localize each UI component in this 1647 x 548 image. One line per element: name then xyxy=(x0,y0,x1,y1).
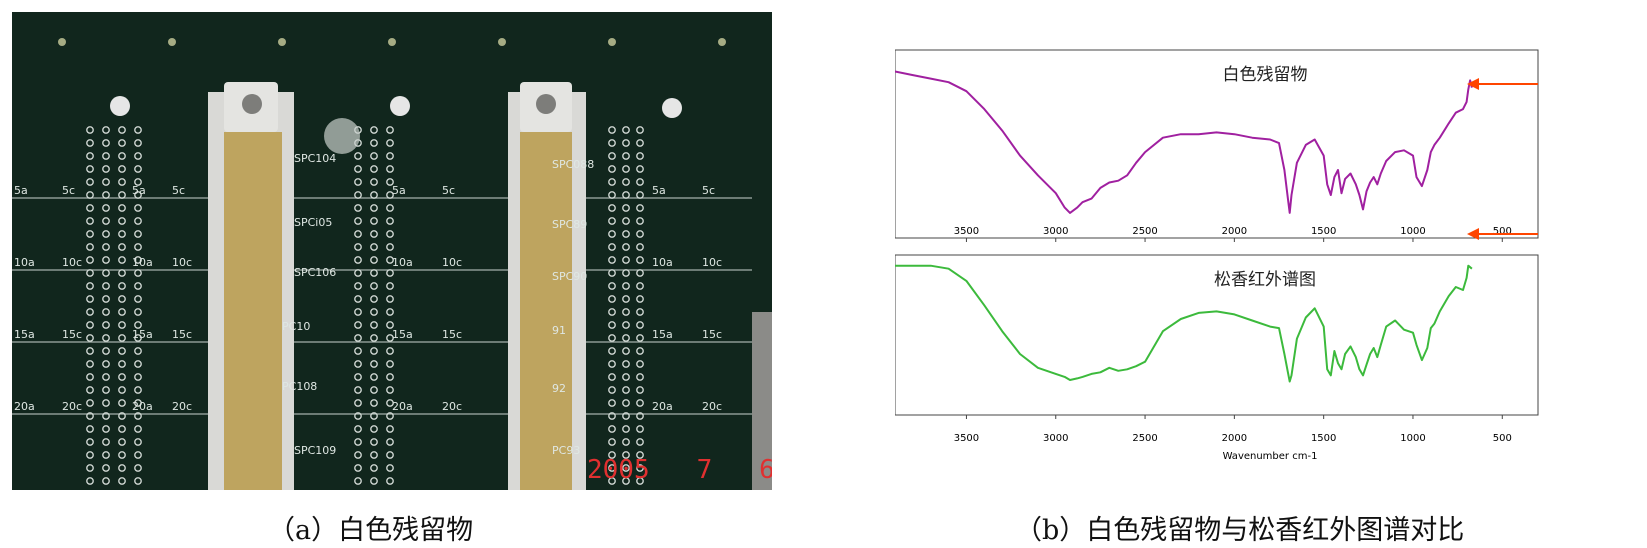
pcb-photo: 5a 5c 5a 5c 5a 5c 5a 5c 10a 10c 10a 10c 10a 10c 10a 10c… xyxy=(12,12,772,490)
row-label: 5c xyxy=(172,184,185,197)
x-tick-label: 1500 xyxy=(1311,433,1336,444)
row-label: 10c xyxy=(172,256,192,269)
x-tick-label: 1500 xyxy=(1311,226,1336,237)
via xyxy=(278,38,286,46)
caption-a: （a）白色残留物 xyxy=(268,508,473,547)
row-label: 15a xyxy=(14,328,35,341)
row-label: 15c xyxy=(62,328,82,341)
row-label: 5a xyxy=(132,184,146,197)
via xyxy=(608,38,616,46)
x-tick-label: 3000 xyxy=(1043,433,1068,444)
x-tick-label: 2000 xyxy=(1222,433,1247,444)
row-label: 15a xyxy=(652,328,673,341)
silkscreen-label: SPCi05 xyxy=(294,216,332,229)
row-label: 10c xyxy=(702,256,722,269)
x-tick-label: 500 xyxy=(1493,433,1512,444)
residue-spot xyxy=(110,96,130,116)
x-tick-label: 2000 xyxy=(1222,226,1247,237)
connector-right-hole xyxy=(536,94,556,114)
x-axis-label: Wavenumber cm-1 xyxy=(1223,451,1318,462)
row-label: 15a xyxy=(132,328,153,341)
row-label: 10a xyxy=(132,256,153,269)
row-label: 20c xyxy=(62,400,82,413)
row-label: 15a xyxy=(392,328,413,341)
caption-b: （b）白色残留物与松香红外图谱对比 xyxy=(1015,508,1464,547)
row-label: 5c xyxy=(62,184,75,197)
x-tick-label: 1000 xyxy=(1400,433,1425,444)
via xyxy=(498,38,506,46)
silkscreen-label: SPC104 xyxy=(294,152,336,165)
silkscreen-label: PC10 xyxy=(282,320,310,333)
residue-spot xyxy=(390,96,410,116)
row-label: 5a xyxy=(392,184,406,197)
row-label: 5a xyxy=(652,184,666,197)
spectrum-title-2: 松香红外谱图 xyxy=(1214,270,1316,290)
plot-frame-1 xyxy=(895,50,1538,238)
connector-left-hole xyxy=(242,94,262,114)
row-label: 20a xyxy=(132,400,153,413)
spectrum-line-2 xyxy=(895,266,1472,382)
x-tick-label: 3500 xyxy=(954,226,979,237)
row-label: 10a xyxy=(652,256,673,269)
row-label: 15c xyxy=(172,328,192,341)
row-label: 20c xyxy=(442,400,462,413)
row-label: 5a xyxy=(14,184,28,197)
pcb-photo-svg: 5a 5c 5a 5c 5a 5c 5a 5c 10a 10c 10a 10c 10a 10c 10a 10c… xyxy=(12,12,772,490)
via xyxy=(718,38,726,46)
x-tick-label: 2500 xyxy=(1132,433,1157,444)
silkscreen-label: SPC90 xyxy=(552,270,587,283)
via xyxy=(58,38,66,46)
via xyxy=(168,38,176,46)
x-tick-label: 1000 xyxy=(1400,226,1425,237)
spectrum-line-1 xyxy=(895,72,1472,213)
row-label: 10c xyxy=(62,256,82,269)
row-label: 10a xyxy=(392,256,413,269)
row-label: 20a xyxy=(652,400,673,413)
residue-spot xyxy=(662,98,682,118)
row-label: 15c xyxy=(442,328,462,341)
row-label: 10a xyxy=(14,256,35,269)
x-tick-label: 3500 xyxy=(954,433,979,444)
photo-date-stamp: 2005 7 6 xyxy=(587,455,772,485)
connector-right-pins xyxy=(520,132,572,490)
row-label: 5c xyxy=(442,184,455,197)
row-label: 20c xyxy=(702,400,722,413)
silkscreen-label: SPC106 xyxy=(294,266,336,279)
silkscreen-label: PC93 xyxy=(552,444,580,457)
connector-left-pins xyxy=(224,132,282,490)
x-tick-label: 500 xyxy=(1493,226,1512,237)
row-label: 20a xyxy=(14,400,35,413)
row-label: 20c xyxy=(172,400,192,413)
silkscreen-label: SPC89 xyxy=(552,218,587,231)
ir-spectrum-chart: 04080350030002500200015001000500白色残留物040… xyxy=(895,20,1545,474)
silkscreen-label: SPC088 xyxy=(552,158,594,171)
via xyxy=(388,38,396,46)
silkscreen-label: 91 xyxy=(552,324,566,337)
spectrum-title-1: 白色残留物 xyxy=(1223,65,1308,85)
x-tick-label: 3000 xyxy=(1043,226,1068,237)
row-label: 20a xyxy=(392,400,413,413)
ir-spectrum-svg: 04080350030002500200015001000500白色残留物040… xyxy=(895,20,1545,470)
row-label: 10c xyxy=(442,256,462,269)
silkscreen-label: SPC109 xyxy=(294,444,336,457)
row-label: 5c xyxy=(702,184,715,197)
residue-spot xyxy=(324,118,360,154)
x-tick-label: 2500 xyxy=(1132,226,1157,237)
silkscreen-label: PC108 xyxy=(282,380,317,393)
silkscreen-label: 92 xyxy=(552,382,566,395)
row-label: 15c xyxy=(702,328,722,341)
